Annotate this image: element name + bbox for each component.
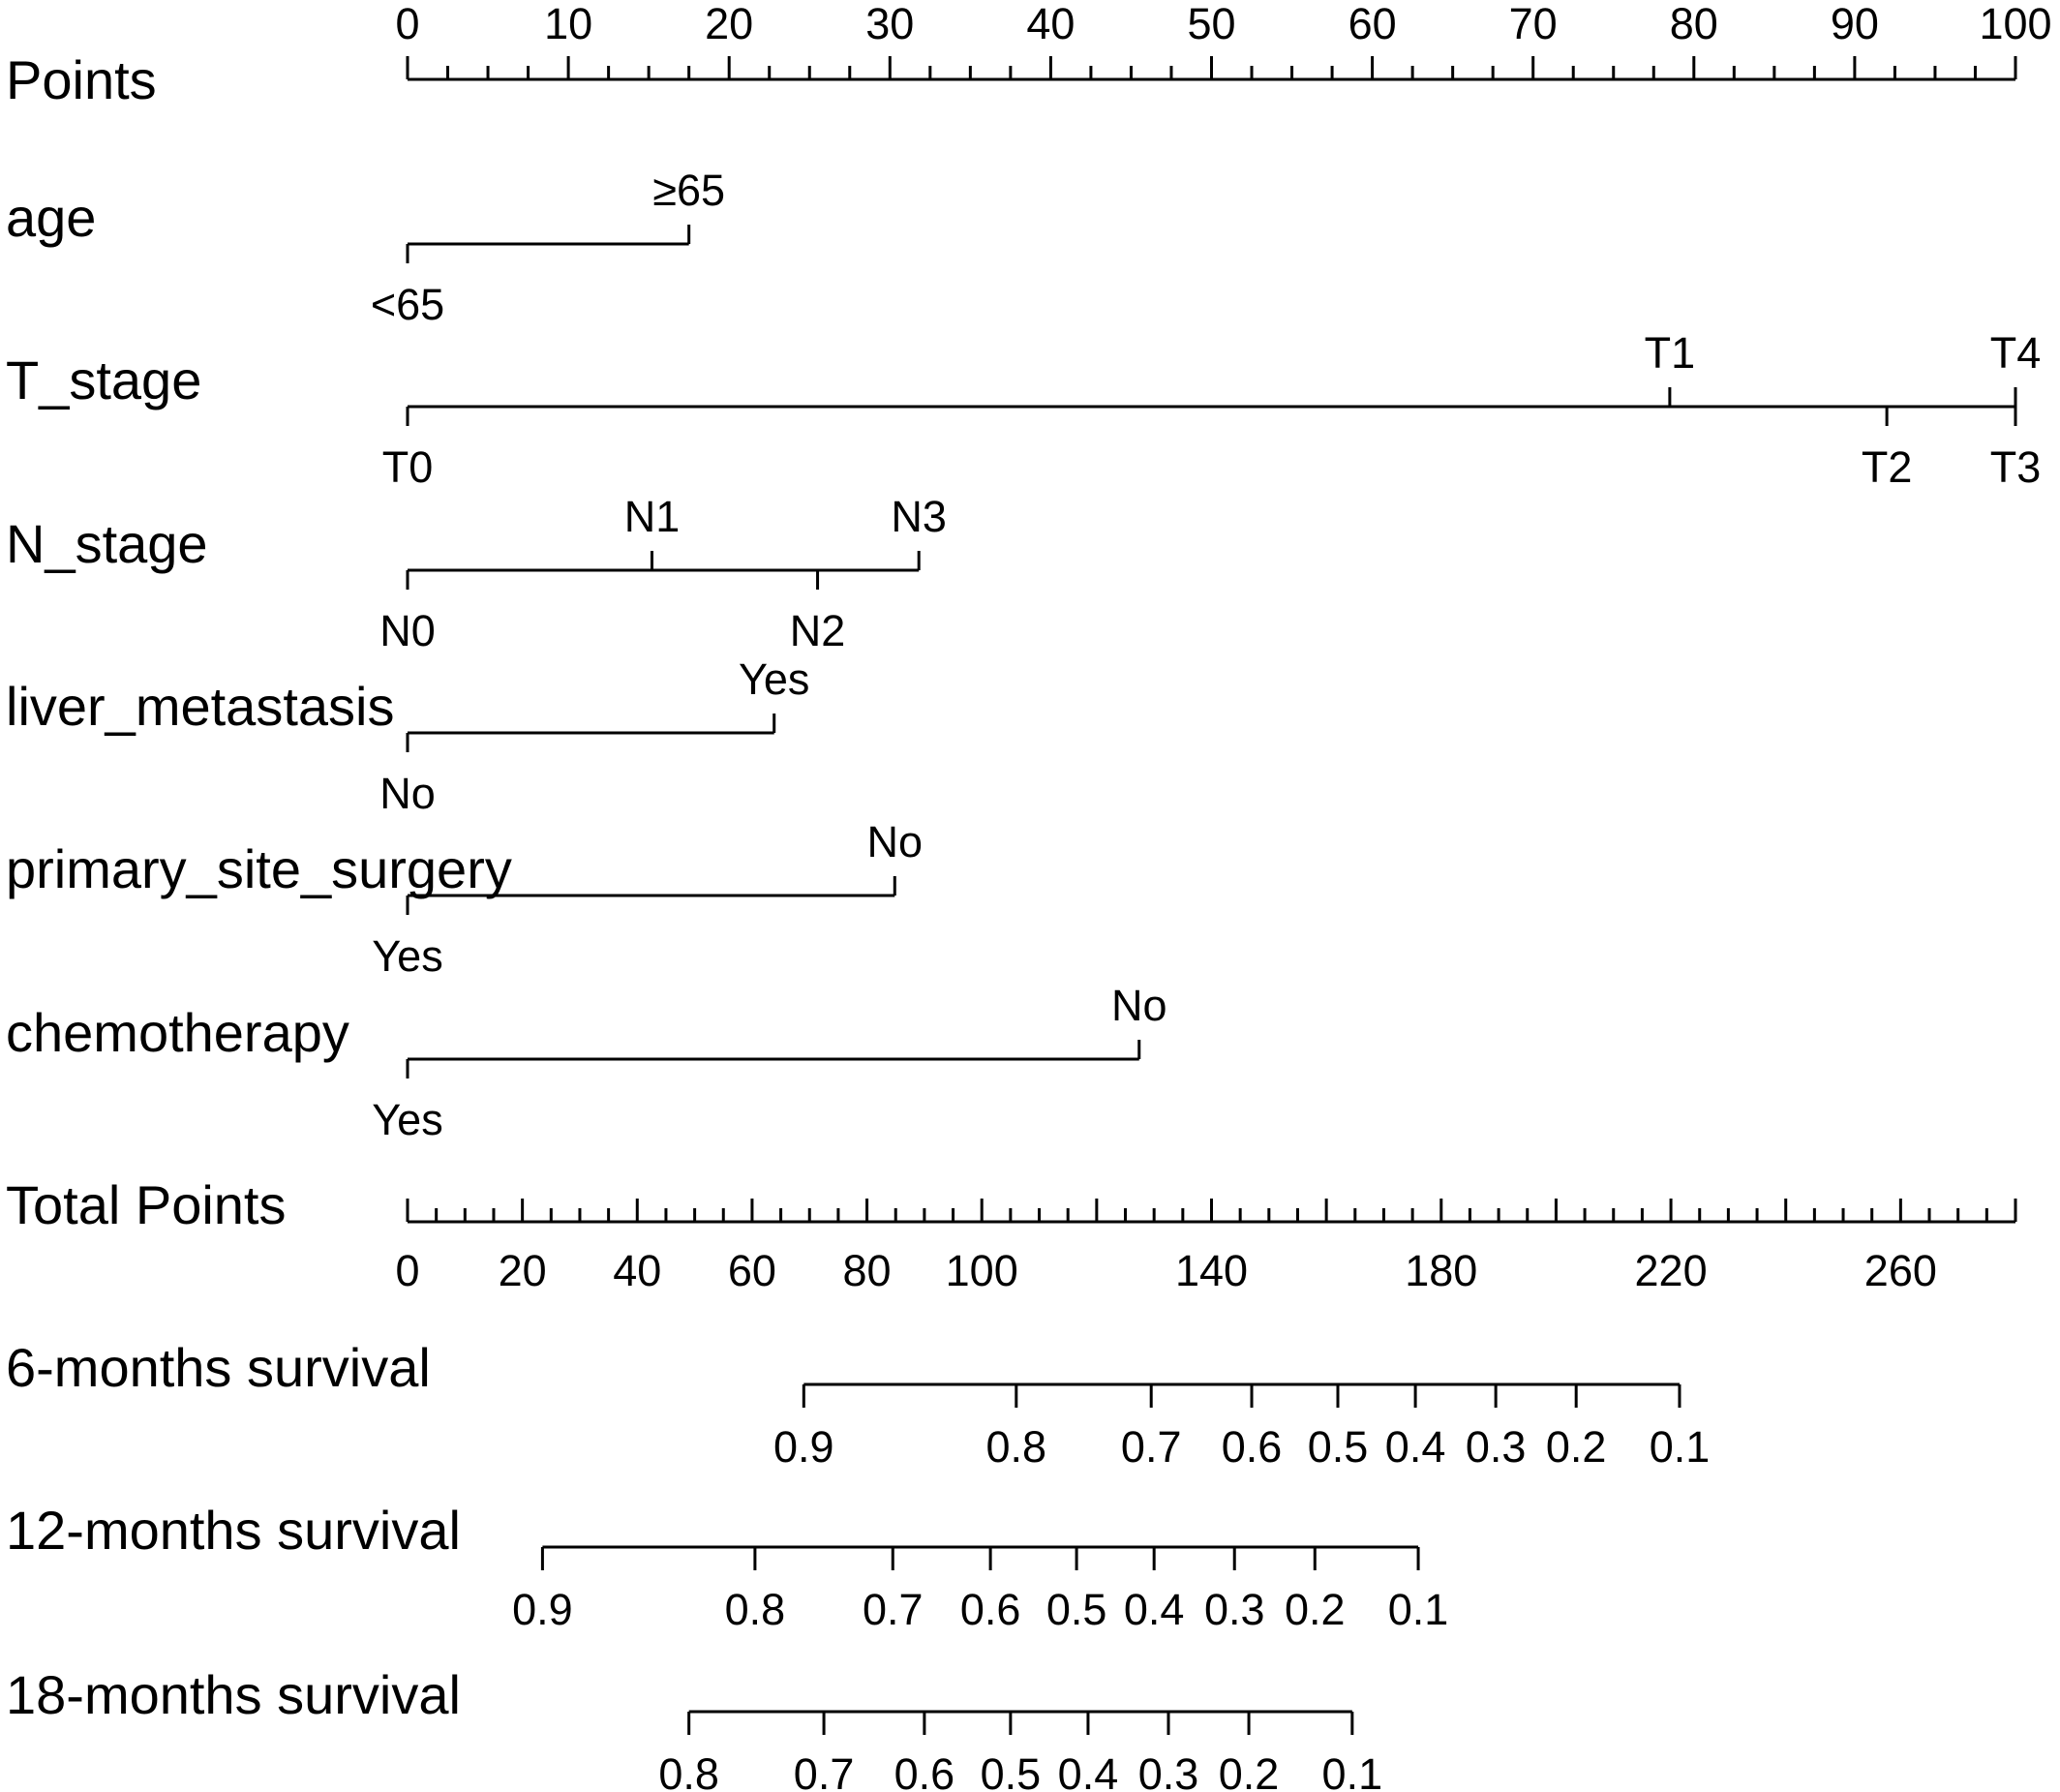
level-label: No	[867, 817, 924, 866]
survival-tick-label: 0.2	[1219, 1749, 1280, 1792]
level-label: T0	[382, 442, 434, 492]
points-axis-label: Points	[6, 49, 157, 110]
survival-axes: 6-months survival 0.9 0.8 0.7 0.6 0.5 0.4 0.3 0.…	[6, 1337, 1710, 1792]
survival-axis-6-months-survival: 6-months survival 0.9 0.8 0.7 0.6 0.5 0.4 0.3 0.…	[6, 1337, 1710, 1472]
total-points-tick-label: 40	[613, 1246, 661, 1295]
survival-tick-label: 0.3	[1138, 1749, 1199, 1792]
predictor-label: chemotherapy	[6, 1002, 349, 1063]
survival-tick-label: 0.2	[1546, 1422, 1607, 1472]
points-tick-label: 20	[705, 0, 753, 48]
predictor-row-liver-metastasis: liver_metastasis No Yes	[6, 654, 809, 818]
survival-tick-label: 0.5	[1308, 1422, 1369, 1472]
total-points-tick-label: 260	[1864, 1246, 1937, 1295]
survival-tick-label: 0.5	[981, 1749, 1042, 1792]
survival-tick-label: 0.6	[894, 1749, 955, 1792]
predictor-row-age: age <65 ≥65	[6, 166, 725, 329]
predictor-row-primary-site-surgery: primary_site_surgery Yes No	[6, 817, 923, 981]
survival-tick-label: 0.8	[725, 1585, 786, 1634]
survival-axis-18-months-survival: 18-months survival 0.8 0.7 0.6 0.5 0.4 0.3 0.2 0…	[6, 1664, 1382, 1792]
level-label: Yes	[372, 1095, 442, 1144]
level-label: Yes	[372, 931, 442, 981]
total-points-axis: Total Points 0 20 40 60 80 100 140 180 220 260	[6, 1174, 2017, 1295]
level-label: Yes	[739, 654, 809, 704]
survival-tick-label: 0.7	[863, 1585, 924, 1634]
survival-axis-label: 18-months survival	[6, 1664, 461, 1725]
total-points-tick-label: 140	[1175, 1246, 1248, 1295]
points-tick-label: 100	[1979, 0, 2051, 48]
total-points-tick-label: 80	[843, 1246, 892, 1295]
survival-axis-label: 6-months survival	[6, 1337, 431, 1398]
survival-tick-label: 0.3	[1204, 1585, 1265, 1634]
level-label: T3	[1990, 442, 2042, 492]
total-points-tick-label: 60	[728, 1246, 776, 1295]
total-points-tick-label: 0	[395, 1246, 419, 1295]
total-points-tick-label: 20	[499, 1246, 547, 1295]
total-points-axis-label: Total Points	[6, 1174, 287, 1235]
survival-tick-label: 0.1	[1322, 1749, 1383, 1792]
survival-tick-label: 0.6	[960, 1585, 1021, 1634]
predictor-row-chemotherapy: chemotherapy Yes No	[6, 981, 1167, 1144]
points-tick-label: 80	[1670, 0, 1718, 48]
survival-tick-label: 0.7	[794, 1749, 855, 1792]
survival-tick-label: 0.1	[1388, 1585, 1449, 1634]
total-points-tick-label: 180	[1405, 1246, 1477, 1295]
level-label: <65	[371, 280, 444, 329]
survival-tick-label: 0.3	[1466, 1422, 1527, 1472]
survival-axis-12-months-survival: 12-months survival 0.9 0.8 0.7 0.6 0.5 0.4 0.3 0…	[6, 1500, 1448, 1634]
survival-tick-label: 0.1	[1650, 1422, 1711, 1472]
level-label: N0	[379, 606, 436, 655]
points-tick-label: 60	[1348, 0, 1397, 48]
points-tick-label: 10	[544, 0, 592, 48]
predictor-label: T_stage	[6, 349, 201, 410]
survival-tick-label: 0.6	[1222, 1422, 1283, 1472]
level-label: N1	[624, 492, 681, 541]
points-tick-label: 90	[1831, 0, 1879, 48]
survival-tick-label: 0.8	[986, 1422, 1047, 1472]
survival-tick-label: 0.9	[773, 1422, 834, 1472]
survival-tick-label: 0.4	[1058, 1749, 1119, 1792]
survival-tick-label: 0.8	[658, 1749, 719, 1792]
survival-tick-label: 0.4	[1124, 1585, 1185, 1634]
level-label: T2	[1862, 442, 1913, 492]
points-tick-label: 0	[395, 0, 419, 48]
predictor-row-t-stage: T_stage T0 T1 T2 T3 T4	[6, 328, 2041, 492]
level-label: T4	[1990, 328, 2042, 378]
level-label: N3	[891, 492, 947, 541]
points-tick-label: 50	[1187, 0, 1235, 48]
points-tick-label: 40	[1026, 0, 1075, 48]
survival-tick-label: 0.5	[1046, 1585, 1107, 1634]
survival-tick-label: 0.2	[1285, 1585, 1346, 1634]
survival-tick-label: 0.4	[1385, 1422, 1446, 1472]
level-label: T1	[1645, 328, 1696, 378]
total-points-tick-label: 220	[1635, 1246, 1708, 1295]
level-label: No	[1111, 981, 1167, 1030]
level-label: No	[379, 769, 436, 818]
total-points-tick-label: 100	[946, 1246, 1018, 1295]
predictor-label: primary_site_surgery	[6, 838, 512, 899]
points-tick-label: 70	[1509, 0, 1558, 48]
predictor-label: liver_metastasis	[6, 676, 394, 737]
level-label: N2	[790, 606, 846, 655]
predictor-label: N_stage	[6, 513, 208, 574]
survival-tick-label: 0.9	[512, 1585, 573, 1634]
points-axis: Points 0 10 20 30 40 50 60 70 80 90 100	[6, 0, 2052, 110]
survival-axis-label: 12-months survival	[6, 1500, 461, 1561]
predictor-row-n-stage: N_stage N0 N1 N2 N3	[6, 492, 947, 655]
points-tick-label: 30	[865, 0, 914, 48]
predictor-label: age	[6, 187, 96, 248]
level-label: ≥65	[652, 166, 725, 215]
survival-tick-label: 0.7	[1121, 1422, 1182, 1472]
